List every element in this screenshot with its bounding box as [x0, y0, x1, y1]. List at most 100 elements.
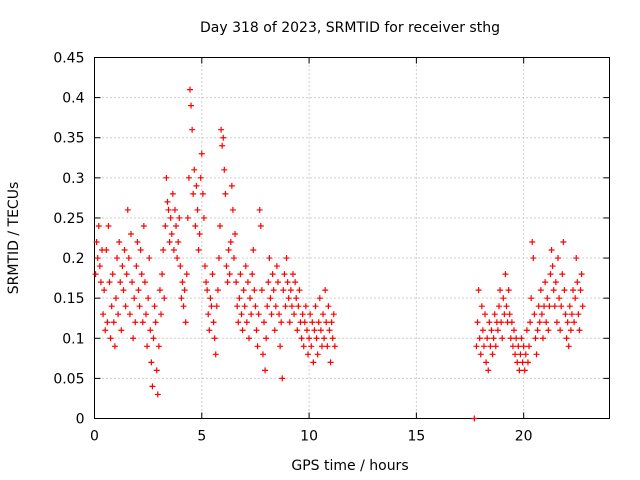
- data-point: [228, 182, 235, 189]
- data-point: [135, 287, 142, 294]
- x-tick-label: 20: [515, 429, 533, 445]
- data-point: [257, 222, 264, 229]
- data-point: [285, 295, 292, 302]
- data-point: [181, 287, 188, 294]
- data-point: [308, 343, 315, 350]
- data-point: [497, 287, 504, 294]
- data-point: [221, 166, 228, 173]
- data-points: [92, 86, 586, 422]
- data-point: [499, 335, 506, 342]
- data-point: [199, 190, 206, 197]
- data-point: [173, 222, 180, 229]
- data-point: [303, 327, 310, 334]
- data-point: [262, 367, 269, 374]
- data-point: [192, 222, 199, 229]
- data-point: [124, 206, 131, 213]
- data-point: [101, 287, 108, 294]
- data-point: [240, 287, 247, 294]
- data-point: [270, 287, 277, 294]
- data-point: [300, 343, 307, 350]
- data-point: [477, 351, 484, 358]
- data-point: [564, 319, 571, 326]
- data-point: [507, 335, 514, 342]
- data-point: [146, 255, 153, 262]
- data-point: [557, 327, 564, 334]
- data-point: [144, 343, 151, 350]
- data-point: [118, 327, 125, 334]
- data-point: [567, 327, 574, 334]
- data-point: [236, 295, 243, 302]
- data-point: [572, 295, 579, 302]
- data-point: [281, 271, 288, 278]
- data-point: [140, 222, 147, 229]
- data-point: [122, 303, 129, 310]
- data-point: [535, 303, 542, 310]
- y-tick-label: 0.2: [62, 251, 84, 267]
- data-point: [511, 327, 518, 334]
- data-point: [165, 206, 172, 213]
- data-point: [241, 303, 248, 310]
- data-point: [164, 198, 171, 205]
- data-point: [287, 287, 294, 294]
- data-point: [579, 303, 586, 310]
- x-tick-label: 0: [90, 429, 99, 445]
- data-point: [489, 351, 496, 358]
- data-point: [313, 335, 320, 342]
- data-point: [559, 271, 566, 278]
- data-point: [111, 343, 118, 350]
- data-point: [96, 263, 103, 270]
- data-point: [487, 343, 494, 350]
- data-point: [264, 303, 271, 310]
- data-point: [243, 319, 250, 326]
- data-point: [176, 214, 183, 221]
- data-point: [537, 287, 544, 294]
- data-point: [125, 255, 132, 262]
- data-point: [562, 311, 569, 318]
- data-point: [323, 319, 330, 326]
- data-point: [121, 247, 128, 254]
- data-point: [476, 335, 483, 342]
- data-point: [483, 359, 490, 366]
- data-point: [283, 255, 290, 262]
- data-point: [129, 279, 136, 286]
- data-point: [331, 343, 338, 350]
- data-point: [315, 319, 322, 326]
- data-point: [209, 271, 216, 278]
- data-point: [170, 247, 177, 254]
- data-point: [180, 303, 187, 310]
- data-point: [169, 190, 176, 197]
- data-point: [179, 279, 186, 286]
- data-point: [108, 303, 115, 310]
- data-point: [311, 327, 318, 334]
- data-point: [145, 295, 152, 302]
- data-point: [143, 311, 149, 318]
- data-point: [549, 263, 556, 270]
- data-point: [324, 343, 331, 350]
- data-point: [183, 271, 190, 278]
- data-point: [309, 319, 316, 326]
- data-point: [131, 295, 138, 302]
- data-point: [222, 190, 229, 197]
- data-point: [541, 303, 548, 310]
- data-point: [501, 311, 508, 318]
- data-point: [194, 206, 201, 213]
- data-point: [560, 239, 567, 246]
- data-point: [159, 271, 166, 278]
- data-point: [115, 311, 122, 318]
- data-point: [321, 335, 328, 342]
- data-point: [491, 311, 498, 318]
- data-point: [306, 335, 313, 342]
- data-point: [149, 383, 156, 390]
- data-point: [255, 311, 262, 318]
- data-point: [513, 335, 520, 342]
- data-point: [147, 327, 154, 334]
- data-point: [233, 279, 240, 286]
- data-point: [102, 327, 109, 334]
- data-point: [288, 303, 295, 310]
- data-point: [536, 319, 543, 326]
- data-point: [546, 303, 553, 310]
- data-point: [237, 271, 244, 278]
- data-point: [538, 311, 545, 318]
- data-point: [137, 247, 144, 254]
- data-point: [158, 311, 165, 318]
